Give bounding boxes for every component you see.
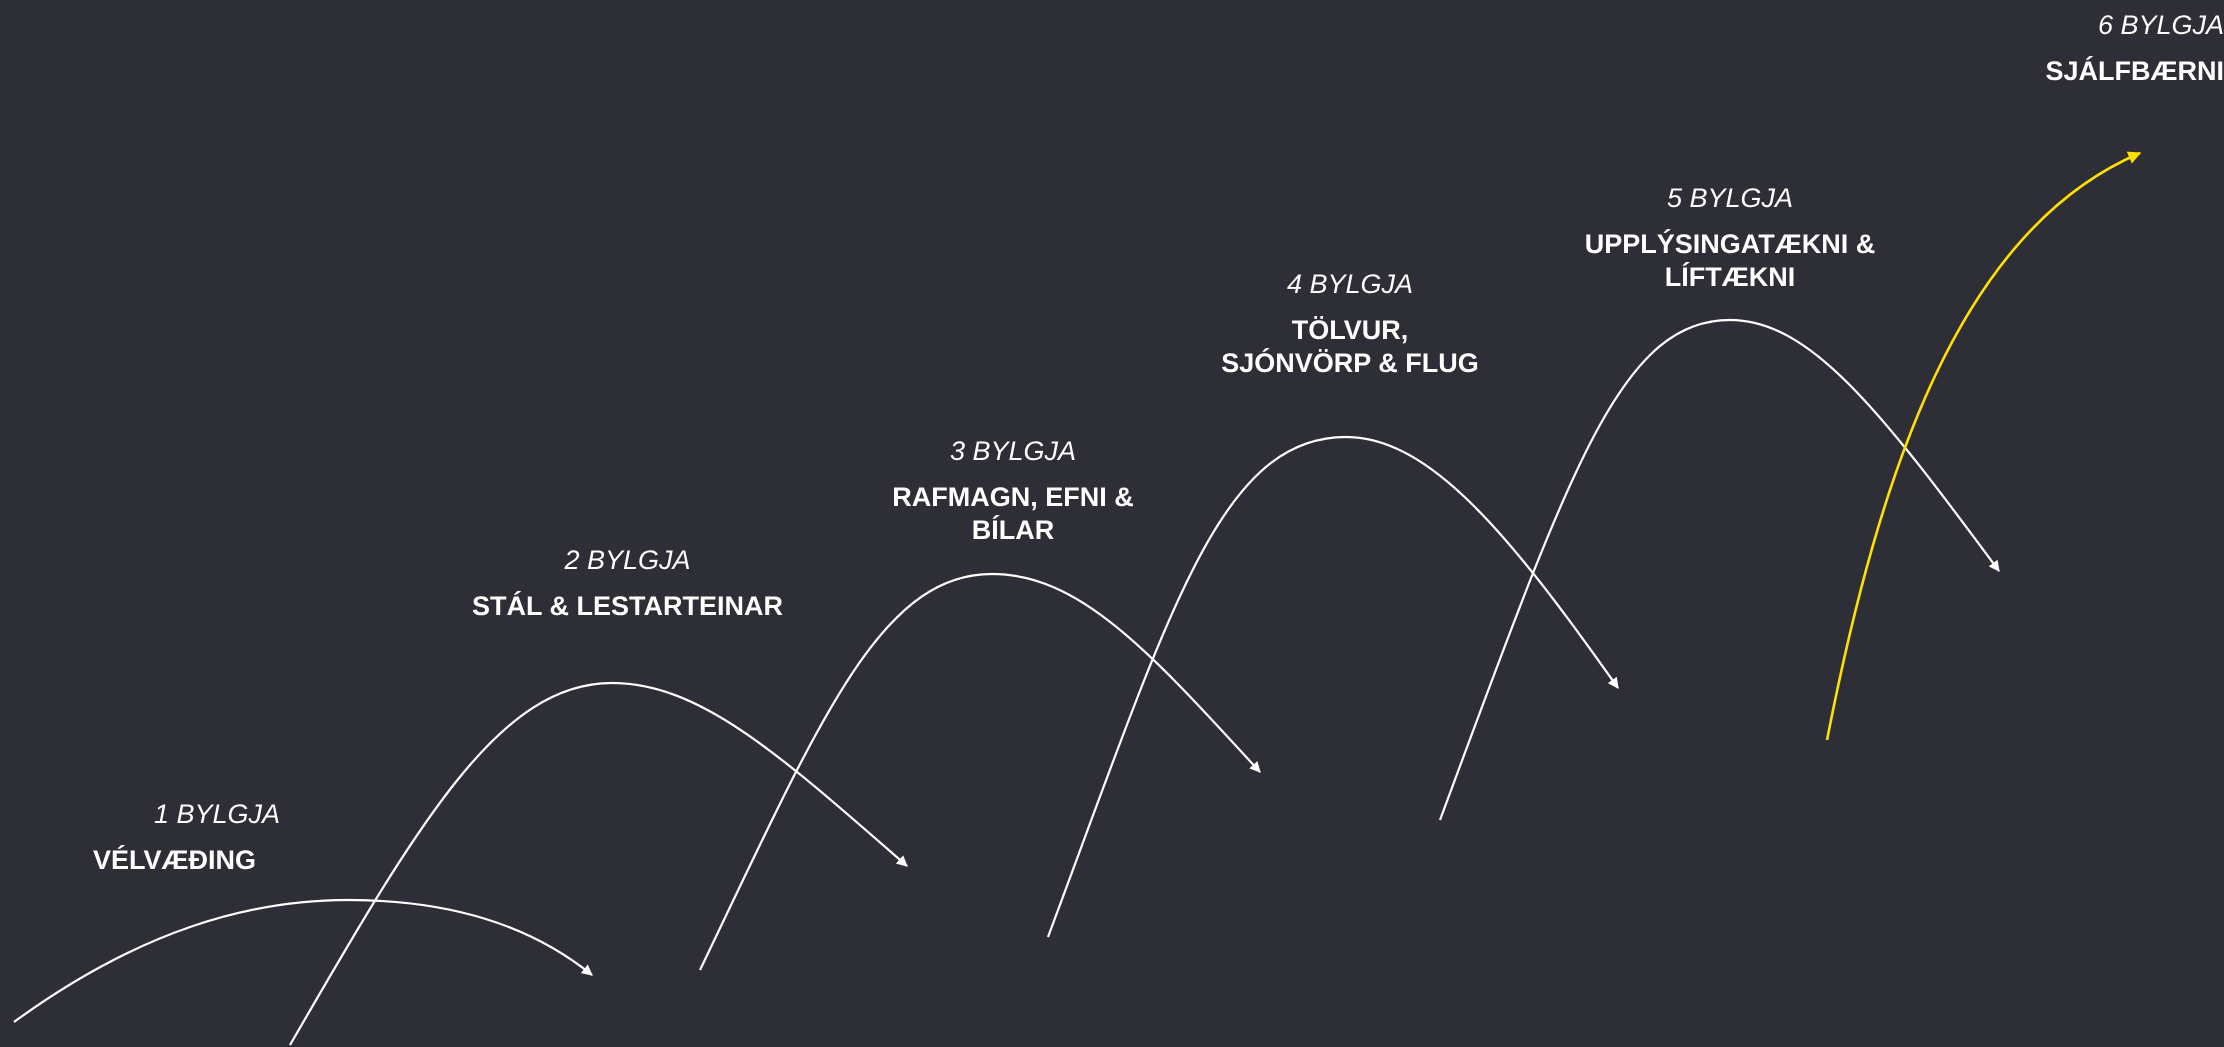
wave-2-number: 2 BYLGJA [564,545,691,575]
wave-2-curve [289,681,908,1046]
wave-2-label: 2 BYLGJA STÁL & LESTARTEINAR [465,543,790,623]
wave-5-number: 5 BYLGJA [1666,183,1794,213]
wave-4-label: 4 BYLGJA TÖLVUR, SJÓNVÖRP & FLUG [1200,267,1500,380]
wave-4-curve [1046,435,1619,938]
wave-1-label: 1 BYLGJA VÉLVÆÐING [93,797,337,877]
wave-5-curve [1438,318,2000,821]
wave-1-curve [13,898,593,1023]
wave-5-name-line-2: LÍFTÆKNI [1664,262,1796,292]
wave-3-number: 3 BYLGJA [949,436,1077,466]
wave-6-name: SJÁLFBÆRNI [2045,56,2224,86]
wave-3-curve [699,572,1261,971]
wave-6-number: 6 BYLGJA [2097,10,2224,40]
wave-4-number: 4 BYLGJA [1286,269,1414,299]
wave-4-name-line-1: TÖLVUR, [1291,315,1409,345]
wave-6-label: 6 BYLGJA SJÁLFBÆRNI [1990,8,2224,88]
wave-4-name-line-2: SJÓNVÖRP & FLUG [1221,348,1479,378]
wave-5-label: 5 BYLGJA UPPLÝSINGATÆKNI & LÍFTÆKNI [1560,181,1900,294]
wave-5-name-line-1: UPPLÝSINGATÆKNI & [1584,229,1876,259]
wave-1-name: VÉLVÆÐING [93,845,257,875]
wave-1-number: 1 BYLGJA [153,799,281,829]
wave-3-label: 3 BYLGJA RAFMAGN, EFNI & BÍLAR [863,434,1163,547]
wave-3-name-line-1: RAFMAGN, EFNI & [892,482,1134,512]
wave-2-name: STÁL & LESTARTEINAR [471,591,783,621]
wave-6-curve [1825,151,2142,741]
wave-3-name-line-2: BÍLAR [971,515,1055,545]
